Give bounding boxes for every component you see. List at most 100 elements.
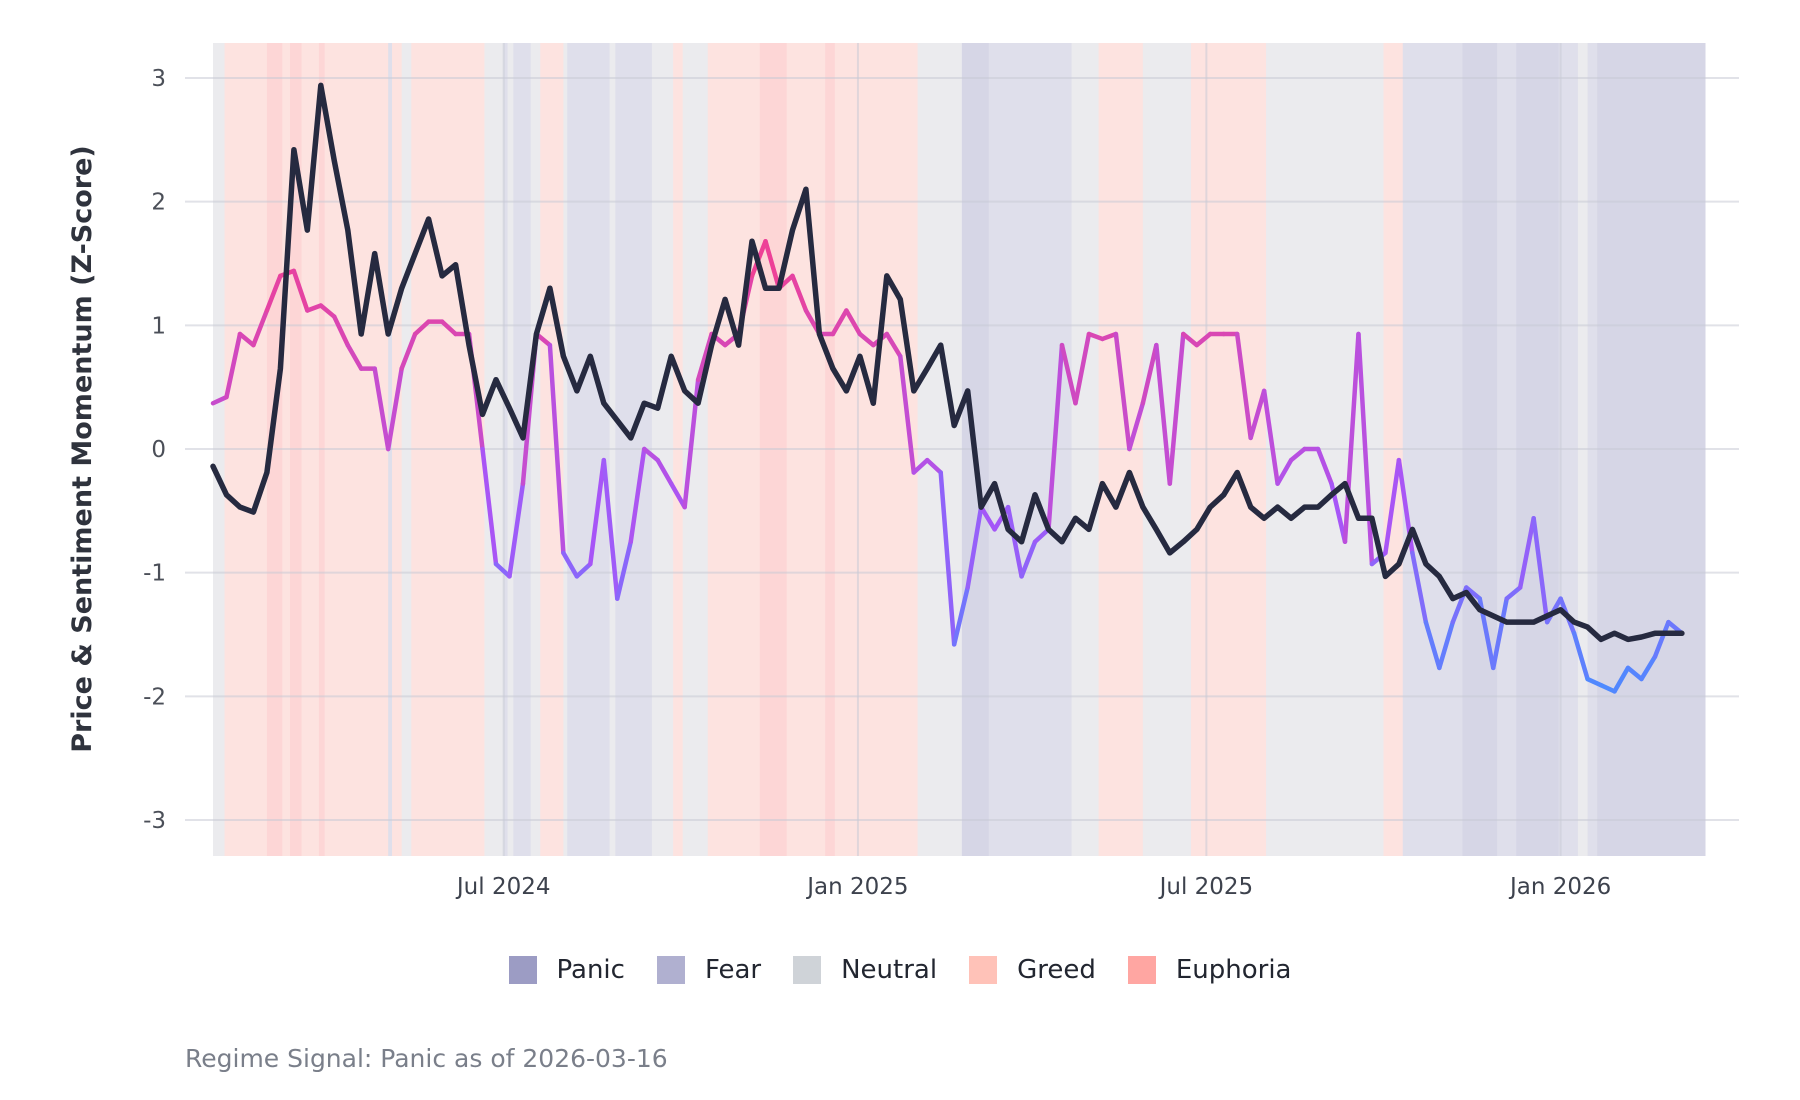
sentiment-segment — [938, 470, 957, 647]
legend-swatch — [793, 956, 822, 984]
sentiment-segment — [1073, 331, 1092, 406]
x-tick-label: Jul 2025 — [1158, 874, 1254, 900]
sentiment-segment — [978, 504, 997, 532]
legend-label: Panic — [556, 955, 625, 985]
sentiment-segment — [1423, 619, 1442, 671]
sentiment-segment — [1315, 446, 1334, 486]
sentiment-segment — [924, 457, 943, 475]
sentiment-segment — [1383, 457, 1402, 556]
legend-swatch — [969, 956, 998, 984]
legend-swatch — [1127, 956, 1156, 984]
sentiment-segment — [763, 238, 782, 291]
sentiment-segment — [965, 504, 984, 590]
sentiment-segment — [1585, 676, 1604, 688]
y-axis-title: Price & Sentiment Momentum (Z-Score) — [67, 145, 98, 753]
sentiment-segment — [507, 481, 526, 579]
legend-swatch — [656, 956, 685, 984]
sentiment-segment — [588, 457, 607, 567]
gridlines — [185, 43, 1739, 856]
legend-item-fear[interactable]: Fear — [656, 955, 762, 985]
sentiment-segment — [1248, 388, 1267, 441]
sentiment-segment — [911, 457, 930, 475]
price-line-path — [210, 82, 1685, 643]
sentiment-segment — [1113, 331, 1132, 452]
sentiment-segment — [1046, 342, 1065, 532]
sentiment-segment — [857, 331, 876, 348]
legend-swatch — [508, 956, 537, 984]
sentiment-segment — [1154, 342, 1173, 486]
sentiment-segment — [1356, 331, 1375, 567]
x-tick-label: Jan 2026 — [1508, 874, 1611, 900]
legend-label: Fear — [704, 955, 762, 985]
sentiment-segment — [830, 308, 849, 337]
sentiment-segment — [251, 308, 270, 348]
sentiment-segment — [844, 308, 863, 337]
chart: 3 2 1 0 -1 -2 -3 Jul 2024 Jan 2025 Jul 2025 Jan 2… — [67, 43, 1739, 900]
sentiment-segment — [332, 314, 351, 348]
sentiment-segment — [1625, 665, 1644, 682]
sentiment-segment — [1464, 585, 1483, 601]
sentiment-segment — [790, 273, 809, 313]
sentiment-segment — [372, 366, 391, 452]
legend-item-panic[interactable]: Panic — [508, 955, 625, 985]
sentiment-segment — [655, 457, 674, 486]
sentiment-segment — [1019, 539, 1038, 579]
sentiment-segment — [291, 268, 310, 313]
sentiment-segment — [1531, 516, 1550, 625]
legend-item-greed[interactable]: Greed — [969, 955, 1096, 985]
sentiment-segment — [1571, 631, 1590, 682]
y-tick-label: -3 — [143, 808, 166, 834]
sentiment-segment — [1612, 665, 1631, 694]
sentiment-segment — [399, 331, 418, 371]
y-tick-label: -2 — [143, 684, 166, 710]
sentiment-segment — [1127, 400, 1146, 452]
sentiment-segment — [439, 319, 458, 337]
y-tick-label: 1 — [151, 313, 166, 339]
price-momentum-line — [210, 82, 1685, 643]
sentiment-segment — [951, 585, 970, 647]
sentiment-segment — [224, 331, 243, 400]
sentiment-segment — [210, 394, 229, 406]
sentiment-segment — [1288, 446, 1307, 463]
sentiment-segment — [992, 504, 1011, 532]
sentiment-segment — [345, 342, 364, 371]
y-tick-label: -1 — [143, 561, 166, 587]
y-tick-label: 2 — [151, 190, 166, 216]
sentiment-segment — [641, 446, 660, 463]
sentiment-segment — [1005, 504, 1024, 579]
sentiment-segment — [1086, 331, 1105, 342]
sentiment-segment — [1410, 550, 1429, 625]
sentiment-segment — [695, 331, 714, 382]
sentiment-segment — [385, 366, 404, 452]
sentiment-segment — [1517, 516, 1536, 590]
sentiment-segment — [1652, 619, 1671, 660]
sentiment-segment — [898, 354, 917, 475]
sentiment-segment — [305, 303, 324, 313]
sentiment-segment — [1275, 457, 1294, 486]
sentiment-segment — [615, 539, 634, 601]
sentiment-segment — [1194, 331, 1213, 348]
sentiment-segment — [1100, 331, 1119, 342]
legend-label: Euphoria — [1175, 955, 1292, 985]
legend-label: Neutral — [841, 955, 938, 985]
sentiment-segment — [1140, 342, 1159, 406]
legend: Panic Fear Neutral Greed Euphoria — [0, 955, 1800, 985]
sentiment-segment — [668, 481, 687, 510]
regime-signal-caption: Regime Signal: Panic as of 2026-03-16 — [185, 1044, 668, 1073]
sentiment-segment — [561, 550, 580, 579]
sentiment-segment — [547, 342, 566, 556]
legend-item-neutral[interactable]: Neutral — [793, 955, 937, 985]
sentiment-segment — [1059, 342, 1078, 406]
legend-item-euphoria[interactable]: Euphoria — [1127, 955, 1292, 985]
x-tick-label: Jul 2024 — [455, 874, 551, 900]
sentiment-segment — [1261, 388, 1280, 486]
legend-label: Greed — [1017, 955, 1096, 985]
sentiment-segment — [318, 303, 337, 319]
sentiment-segment — [1598, 682, 1617, 694]
sentiment-segment — [493, 561, 512, 579]
x-tick-label: Jan 2025 — [805, 874, 908, 900]
sentiment-segment — [1490, 596, 1509, 671]
sentiment-segment — [1639, 654, 1658, 682]
sentiment-segment — [412, 319, 431, 337]
sentiment-segment — [884, 331, 903, 359]
